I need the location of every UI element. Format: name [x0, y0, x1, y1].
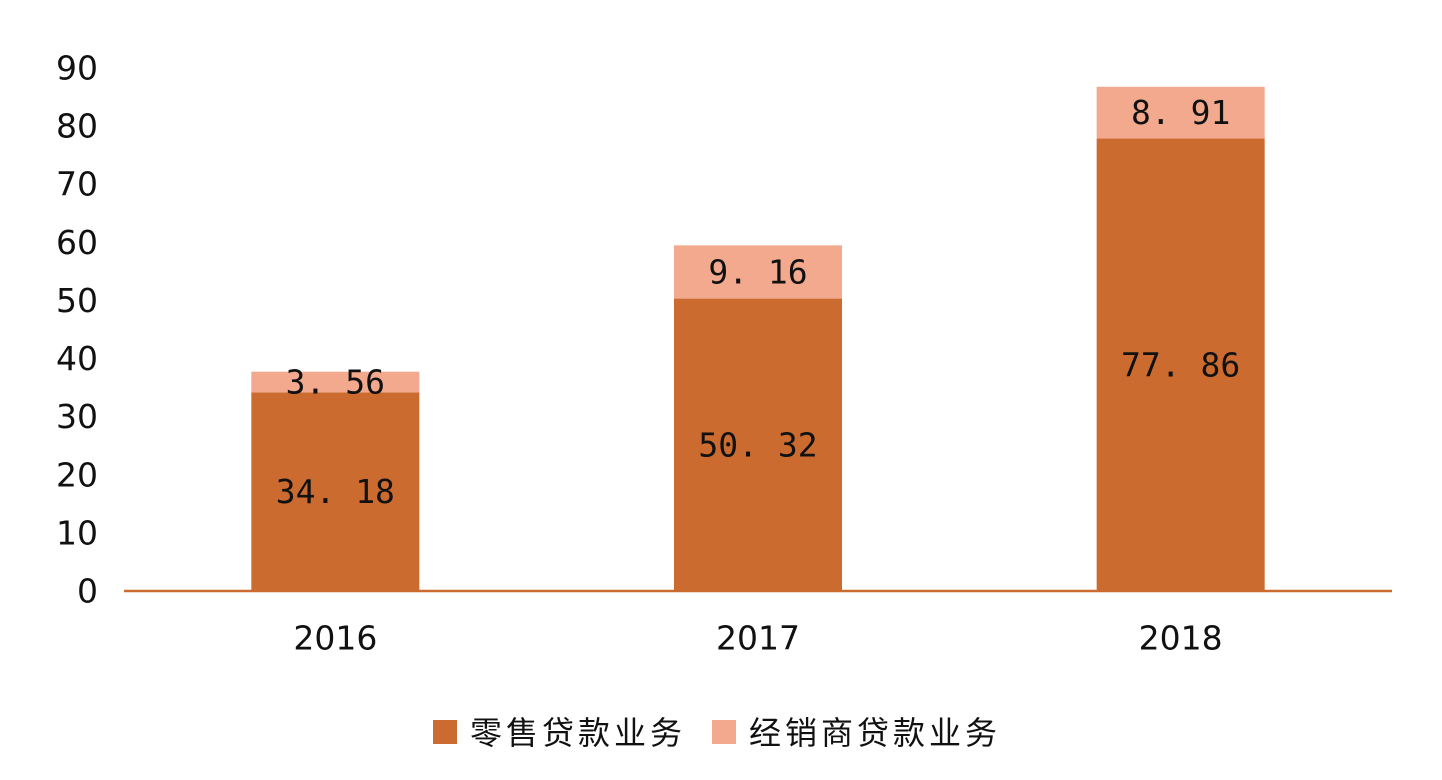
data-label: 77. 86 — [1121, 345, 1240, 384]
x-tick-label: 2017 — [716, 619, 800, 658]
bars: 34. 18 3. 56 50. 32 9. 16 77. 86 8. 91 — [251, 86, 1265, 592]
bar-segment-series-0 — [251, 392, 420, 591]
legend-swatch — [712, 720, 736, 744]
bar-segment-series-1 — [251, 371, 420, 393]
data-label: 9. 16 — [708, 252, 807, 291]
legend-label: 零售贷款业务 — [470, 714, 686, 752]
bar-segment-series-0 — [674, 298, 842, 591]
y-tick-label: 60 — [56, 223, 98, 262]
y-tick-label: 10 — [56, 513, 98, 552]
data-label: 3. 56 — [286, 363, 385, 402]
x-tick-label: 2016 — [293, 619, 377, 658]
y-tick-label: 0 — [77, 572, 98, 611]
bar-segment-series-1 — [1096, 86, 1265, 139]
bar-segment-series-0 — [1096, 138, 1265, 592]
y-axis: 0 10 20 30 40 50 60 70 80 90 — [56, 49, 98, 611]
y-tick-label: 80 — [56, 107, 98, 146]
y-tick-label: 30 — [56, 397, 98, 436]
data-label: 8. 91 — [1131, 93, 1230, 132]
y-tick-label: 40 — [56, 339, 98, 378]
data-label: 34. 18 — [276, 472, 395, 511]
x-tick-label: 2018 — [1139, 619, 1223, 658]
y-tick-label: 50 — [56, 281, 98, 320]
y-tick-label: 20 — [56, 455, 98, 494]
y-tick-label: 70 — [56, 165, 98, 204]
legend: 零售贷款业务 经销商贷款业务 — [433, 714, 1001, 752]
bar-segment-series-1 — [674, 245, 842, 299]
legend-label: 经销商贷款业务 — [749, 714, 1001, 752]
legend-swatch — [433, 720, 457, 744]
data-label: 50. 32 — [698, 425, 817, 464]
x-axis: 2016 2017 2018 — [124, 589, 1392, 658]
y-tick-label: 90 — [56, 49, 98, 88]
